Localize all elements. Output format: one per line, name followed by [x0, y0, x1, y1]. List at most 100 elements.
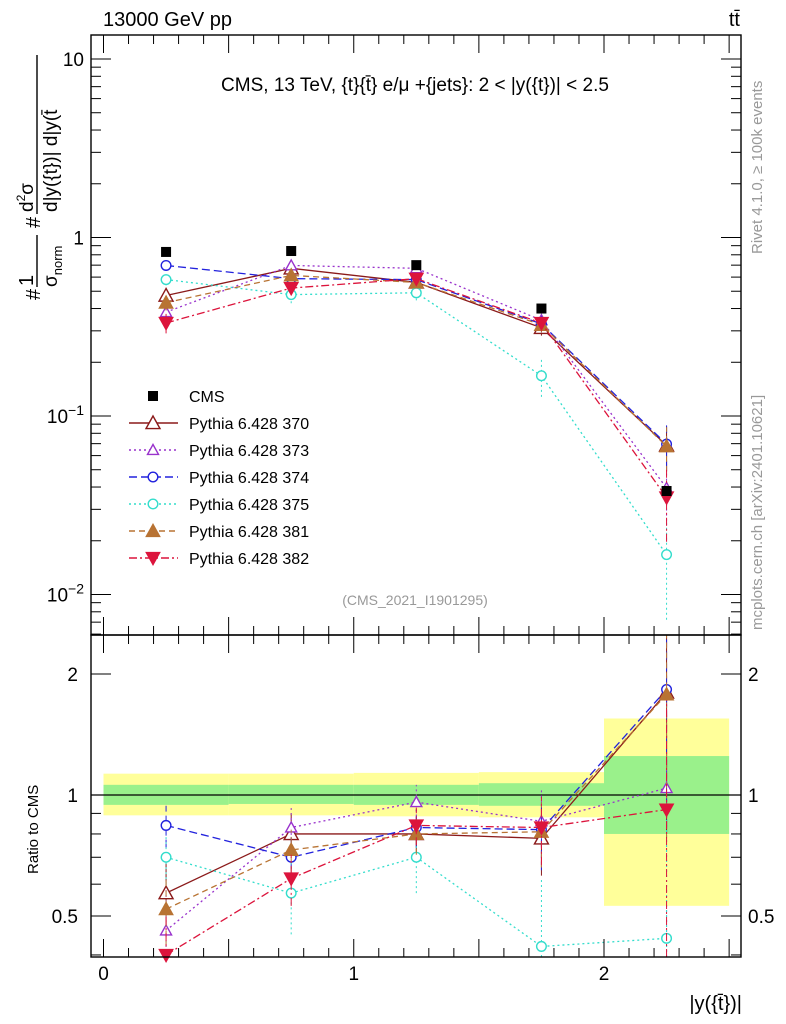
ratio-frame — [90, 634, 742, 958]
data-point — [533, 316, 550, 332]
data-point — [283, 267, 300, 282]
cms-point — [536, 303, 547, 314]
cms-point — [161, 246, 172, 257]
rivet-label: Rivet 4.1.0, ≥ 100k events — [749, 81, 766, 254]
ratio-point — [658, 686, 675, 701]
data-point — [408, 272, 425, 287]
ratio-y-tick-label: 2 — [67, 665, 78, 686]
ratio-point — [158, 948, 174, 963]
ratio-y-tick-label-right: 1 — [748, 786, 759, 807]
ratio-point — [160, 851, 172, 863]
legend-label: Pythia 6.428 374 — [189, 470, 309, 487]
legend-label: Pythia 6.428 370 — [189, 416, 309, 433]
cms-point — [661, 486, 672, 497]
legend-label: Pythia 6.428 373 — [189, 443, 309, 460]
legend-entry: Pythia 6.428 382 — [129, 551, 309, 568]
legend-marker — [148, 391, 158, 401]
ylabel-sup2: 2 — [14, 194, 28, 201]
svg-text:d2σ: d2σ — [14, 183, 38, 212]
axes-group: 0 1 2 10 1 10−1 10−2 2 2 1 1 0.5 0.5 — [47, 34, 774, 985]
series-main-6 — [158, 272, 675, 542]
x-axis-label: |y({t̄})| — [689, 993, 742, 1015]
legend-entry: CMS — [148, 389, 225, 406]
legend-marker — [147, 471, 159, 483]
series-ratio-line — [165, 856, 667, 948]
svg-text:1: 1 — [16, 275, 38, 286]
data-point — [661, 549, 673, 561]
watermark: (CMS_2021_I1901295) — [342, 592, 488, 608]
main-y-tick-label: 10−1 — [47, 402, 84, 428]
data-point — [160, 274, 172, 286]
legend-entry: Pythia 6.428 381 — [129, 522, 309, 541]
x-tick-label: 2 — [599, 964, 610, 985]
ylabel-hash: # — [23, 288, 45, 300]
svg-text:#: # — [23, 288, 45, 300]
ratio-point — [409, 795, 424, 808]
data-point — [160, 259, 172, 271]
ratio-point — [160, 819, 172, 831]
legend-label: Pythia 6.428 382 — [189, 551, 309, 568]
main-y-axis-label: # 1 σnorm # d2σ d|y({t})| d|y(t̄ — [14, 55, 65, 300]
legend-entry: Pythia 6.428 374 — [129, 470, 309, 487]
data-point — [283, 281, 300, 297]
ratio-y-tick-label-right: 0.5 — [748, 907, 774, 928]
ylabel-one: 1 — [16, 275, 38, 286]
series-main-4 — [160, 274, 673, 620]
ratio-point — [283, 872, 300, 887]
energy-label: 13000 GeV pp — [103, 9, 232, 31]
ratio-point — [408, 819, 425, 834]
ratio-point — [535, 940, 547, 952]
ratio-y-axis-label: Ratio to CMS — [25, 785, 42, 874]
svg-text:d|y({t})| d|y(t̄: d|y({t})| d|y(t̄ — [41, 109, 62, 212]
main-y-tick-label: 10 — [63, 50, 84, 71]
ratio-panel-series — [157, 635, 675, 963]
legend-marker — [147, 498, 159, 510]
legend-marker — [145, 522, 161, 538]
ratio-point — [158, 901, 174, 916]
ratio-point — [658, 803, 675, 818]
svg-text:σnorm: σnorm — [41, 246, 65, 287]
ylabel-denominator: d|y({t})| d|y(t̄ — [41, 109, 62, 212]
cms-point — [286, 246, 297, 257]
data-point — [658, 438, 675, 453]
ylabel-norm-sub: norm — [50, 246, 65, 276]
series-ratio-4 — [160, 805, 673, 957]
main-panel-series — [157, 246, 675, 620]
main-frame — [90, 34, 742, 636]
main-y-tick-label: 10−2 — [47, 581, 84, 607]
legend-entry: Pythia 6.428 375 — [129, 497, 309, 514]
svg-text:#: # — [23, 216, 45, 228]
ylabel-sigma-norm: σ — [41, 275, 62, 287]
series-line — [165, 278, 668, 498]
ratio-y-tick-label-right: 2 — [748, 665, 759, 686]
series-ratio-6 — [158, 700, 675, 963]
data-point — [410, 287, 422, 299]
cms-point — [411, 260, 422, 271]
legend-label: Pythia 6.428 381 — [189, 524, 309, 541]
data-point — [158, 316, 174, 332]
ylabel-hash2: # — [23, 216, 45, 228]
data-point — [535, 370, 547, 382]
legend: CMS Pythia 6.428 370 Pythia 6.428 373 Pythi… — [129, 389, 309, 568]
process-label: tt̄ — [729, 9, 741, 31]
x-tick-label: 1 — [348, 964, 359, 985]
ratio-y-tick-label: 0.5 — [52, 907, 78, 928]
ylabel-sigma: σ — [17, 183, 38, 195]
series-ratio-line — [165, 808, 667, 956]
legend-marker — [146, 443, 160, 456]
x-tick-label: 0 — [98, 964, 109, 985]
series-cms — [161, 246, 672, 497]
ylabel-d: d — [17, 201, 38, 212]
chart-title: CMS, 13 TeV, {t}{t̄} e/μ +{jets}: 2 < |y… — [221, 75, 609, 96]
legend-marker — [145, 551, 161, 567]
main-y-tick-label: 1 — [73, 229, 84, 250]
legend-entry: Pythia 6.428 370 — [129, 414, 309, 433]
ratio-point — [533, 821, 550, 836]
legend-marker — [144, 414, 162, 430]
ratio-y-tick-label: 1 — [67, 786, 78, 807]
legend-label: Pythia 6.428 375 — [189, 497, 309, 514]
data-point — [158, 294, 174, 309]
source-label: mcplots.cern.ch [arXiv:2401.10621] — [749, 395, 766, 630]
legend-entry: Pythia 6.428 373 — [129, 443, 309, 460]
